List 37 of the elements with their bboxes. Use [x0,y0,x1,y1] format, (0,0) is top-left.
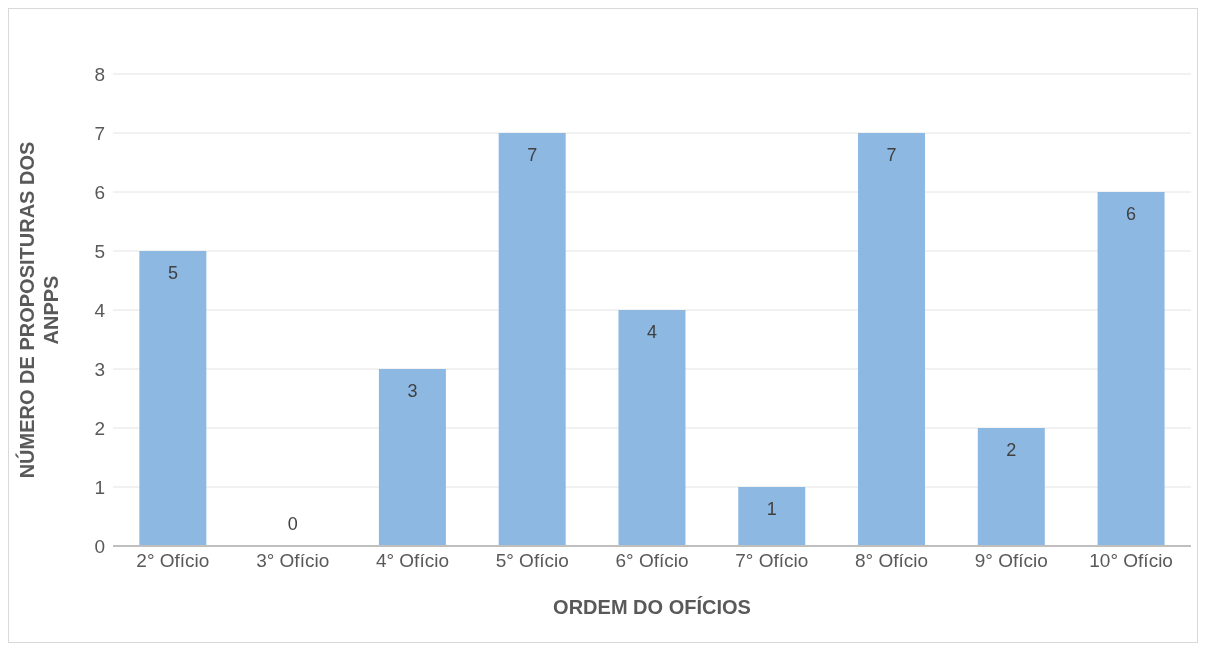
y-tick-label: 7 [94,122,105,144]
bar [1097,192,1165,546]
x-tick-label: 6° Ofício [615,550,689,572]
bar [618,310,686,546]
bar [858,133,926,546]
x-tick-label: 9° Ofício [974,550,1048,572]
x-tick-label: 4° Ofício [375,550,449,572]
x-tick-label: 10° Ofício [1089,550,1173,572]
data-label: 5 [167,263,178,283]
y-tick-label: 5 [94,240,105,262]
bar [977,428,1045,546]
x-axis-title: ORDEM DO OFÍCIOS [553,596,751,618]
y-tick-label: 4 [94,299,106,321]
data-label: 6 [1126,204,1137,224]
y-tick-label: 6 [94,181,105,203]
x-tick-label: 7° Ofício [735,550,809,572]
y-tick-label: 0 [94,535,105,557]
y-tick-label: 1 [94,476,105,498]
bar [498,133,566,546]
x-tick-label: 5° Ofício [495,550,569,572]
bar [378,369,446,546]
data-label: 1 [766,499,777,519]
data-label: 4 [646,322,658,342]
data-label: 2 [1006,440,1017,460]
bar [738,487,806,546]
y-axis-title: NÚMERO DE PROPOSITURAS DOS ANPPS [15,141,62,479]
data-label: 7 [527,145,538,165]
y-tick-label: 3 [94,358,105,380]
bar [139,251,207,546]
x-tick-label: 2° Ofício [136,550,210,572]
x-tick-label: 8° Ofício [855,550,929,572]
data-label: 0 [287,514,298,534]
y-tick-label: 8 [94,63,105,85]
data-label: 7 [886,145,897,165]
y-tick-label: 2 [94,417,105,439]
data-label: 3 [407,381,418,401]
x-tick-label: 3° Ofício [256,550,330,572]
